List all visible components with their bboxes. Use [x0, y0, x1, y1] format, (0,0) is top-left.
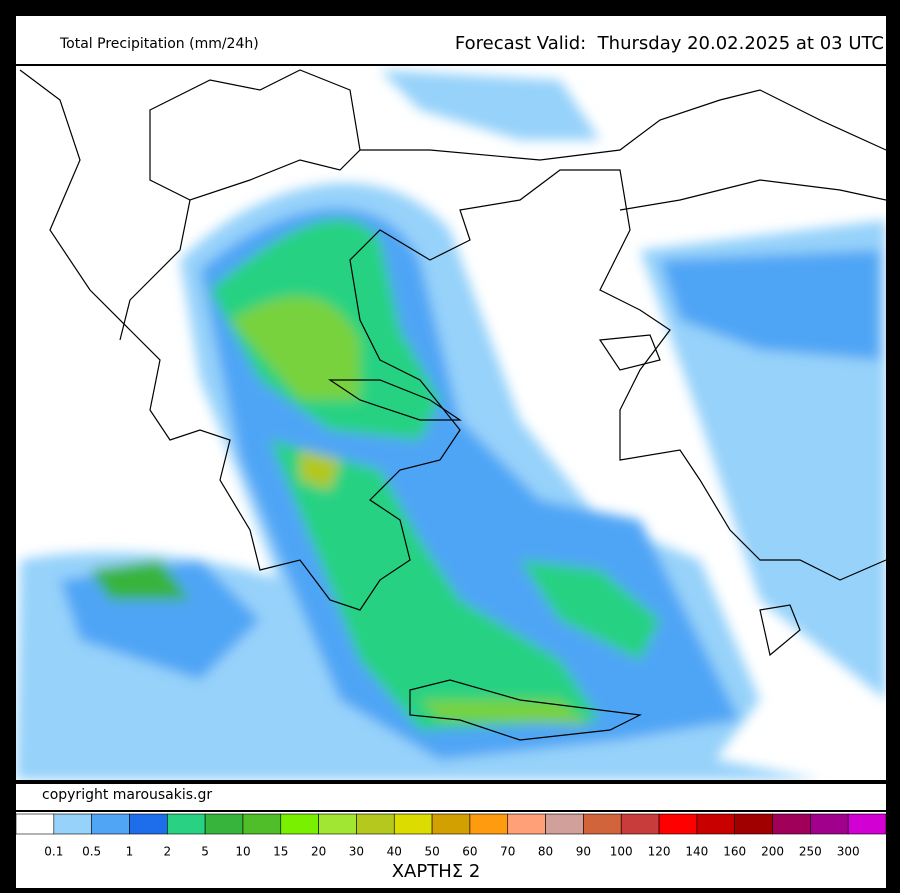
legend-swatch	[356, 813, 395, 835]
legend-swatch	[583, 813, 622, 835]
legend-label: 140	[685, 845, 708, 859]
legend-swatch	[431, 813, 471, 835]
legend-swatch	[15, 813, 55, 835]
copyright: copyright marousakis.gr	[42, 787, 212, 803]
legend-swatch	[772, 813, 811, 835]
legend: 0.1 0.5 1 2 5 10 15 20 30 40 50 60 70 80 90 100 120 140 16…	[15, 813, 887, 859]
legend-label: 40	[387, 845, 402, 859]
map-name: ΧΑΡΤΗΣ 2	[392, 861, 481, 882]
legend-swatch	[545, 813, 584, 835]
legend-swatch	[204, 813, 244, 835]
legend-label: 30	[349, 845, 364, 859]
legend-swatch	[318, 813, 357, 835]
legend-swatch	[393, 813, 433, 835]
legend-swatch	[469, 813, 509, 835]
legend-label: 10	[235, 845, 250, 859]
precip-field	[16, 70, 886, 780]
legend-label: 250	[799, 845, 822, 859]
legend-label: 80	[538, 845, 553, 859]
legend-label: 20	[311, 845, 326, 859]
legend-label: 200	[761, 845, 784, 859]
legend-swatch	[658, 813, 698, 835]
legend-label: 90	[576, 845, 591, 859]
legend-label: 120	[648, 845, 671, 859]
legend-label: 1	[126, 845, 134, 859]
legend-swatch	[620, 813, 660, 835]
legend-label: 5	[201, 845, 209, 859]
legend-swatch	[53, 813, 92, 835]
legend-swatch	[734, 813, 773, 835]
legend-label: 160	[723, 845, 746, 859]
coastlines	[19, 69, 886, 741]
legend-label: 70	[500, 845, 515, 859]
legend-label: 2	[163, 845, 171, 859]
forecast-valid: Forecast Valid: Thursday 20.02.2025 at 0…	[455, 33, 884, 54]
legend-swatch	[91, 813, 130, 835]
legend-swatch	[242, 813, 282, 835]
legend-swatch	[810, 813, 849, 835]
legend-label: 300	[837, 845, 860, 859]
legend-label: 60	[462, 845, 477, 859]
legend-swatch	[280, 813, 319, 835]
map	[16, 66, 886, 780]
legend-swatch	[847, 813, 887, 835]
legend-swatch	[696, 813, 735, 835]
copyright-bar	[16, 784, 886, 810]
legend-swatch	[507, 813, 546, 835]
legend-swatch	[129, 813, 168, 835]
legend-label: 0.5	[82, 845, 101, 859]
header-bar	[16, 16, 886, 64]
legend-swatch	[167, 813, 206, 835]
legend-label: 15	[273, 845, 288, 859]
legend-label: 100	[610, 845, 633, 859]
title: Total Precipitation (mm/24h)	[59, 36, 259, 52]
legend-label: 50	[424, 845, 439, 859]
legend-label: 0.1	[44, 845, 63, 859]
